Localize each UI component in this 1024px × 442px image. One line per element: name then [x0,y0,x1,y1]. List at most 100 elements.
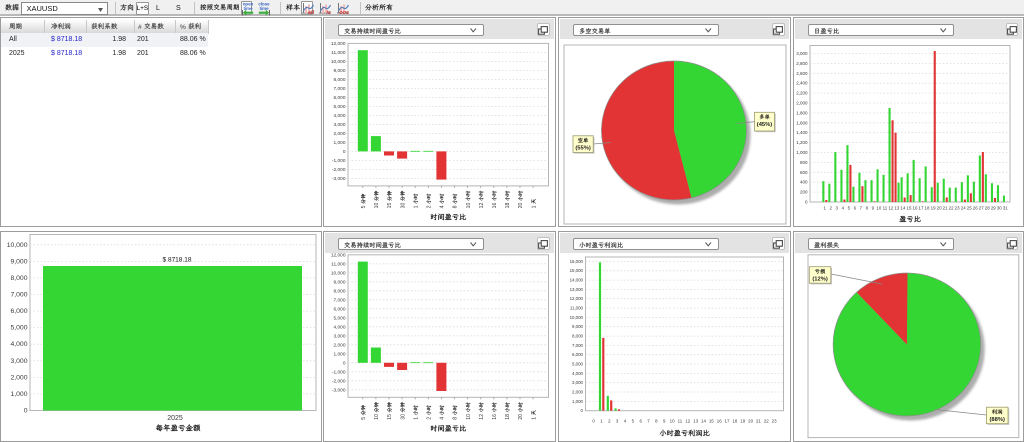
svg-text:close: close [258,2,270,7]
svg-text:8,000: 8,000 [572,334,584,339]
svg-text:6: 6 [639,419,642,424]
svg-text:1: 1 [600,419,603,424]
svg-text:7,000: 7,000 [333,297,345,303]
svg-text:20: 20 [518,203,524,209]
svg-text:0: 0 [592,419,595,424]
svg-text:(55%): (55%) [575,146,591,152]
svg-text:800: 800 [800,160,808,165]
svg-text:4,000: 4,000 [572,371,584,376]
svg-text:16,000: 16,000 [570,259,584,264]
svg-text:28: 28 [985,206,990,211]
svg-text:5: 5 [361,417,367,420]
svg-text:12,000: 12,000 [570,296,584,301]
svg-text:6,000: 6,000 [333,306,345,312]
svg-text:11,000: 11,000 [331,50,346,56]
svg-text:11: 11 [883,206,888,211]
svg-text:10: 10 [876,206,881,211]
svg-text:2: 2 [608,419,611,424]
svg-text:23: 23 [955,206,960,211]
svg-text:14,000: 14,000 [570,278,584,283]
svg-text:3: 3 [835,206,838,211]
svg-text:10,000: 10,000 [330,59,345,65]
svg-text:6: 6 [854,206,857,211]
svg-text:30: 30 [997,206,1002,211]
svg-text:1,400: 1,400 [796,130,808,135]
svg-text:19: 19 [740,419,745,424]
svg-text:4,000: 4,000 [333,324,345,330]
svg-text:26: 26 [973,206,978,211]
svg-text:8: 8 [452,417,458,420]
svg-text:1: 1 [531,205,537,208]
svg-text:10,000: 10,000 [570,315,584,320]
svg-text:10: 10 [465,414,471,420]
svg-text:10: 10 [374,414,380,420]
svg-text:2,000: 2,000 [333,131,345,137]
svg-text:20: 20 [748,419,753,424]
svg-text:8: 8 [452,205,458,208]
svg-text:oos: oos [339,9,349,14]
svg-text:9: 9 [663,419,666,424]
svg-text:10,000: 10,000 [7,242,28,249]
svg-text:7,000: 7,000 [10,292,27,299]
svg-text:400: 400 [800,180,808,185]
svg-text:1,000: 1,000 [333,351,345,357]
svg-text:(45%): (45%) [757,122,773,128]
svg-text:4: 4 [439,205,445,208]
svg-text:4: 4 [842,206,845,211]
svg-text:-3,000: -3,000 [331,176,345,182]
svg-text:12: 12 [888,206,893,211]
svg-text:9: 9 [872,206,875,211]
svg-text:20: 20 [518,414,524,420]
svg-text:0: 0 [581,408,584,413]
svg-text:16: 16 [492,203,498,209]
svg-text:1: 1 [531,417,537,420]
svg-text:7: 7 [647,419,650,424]
svg-text:14: 14 [701,419,706,424]
svg-text:5,000: 5,000 [333,315,345,321]
svg-text:(12%): (12%) [812,277,828,283]
svg-text:27: 27 [979,206,984,211]
svg-text:21: 21 [756,419,761,424]
svg-text:4: 4 [439,417,445,420]
svg-text:(88%): (88%) [989,417,1005,423]
svg-text:30: 30 [400,414,406,420]
svg-text:1: 1 [823,206,826,211]
svg-text:200: 200 [800,190,808,195]
svg-text:16: 16 [492,414,498,420]
svg-text:15: 15 [387,203,393,209]
svg-text:13,000: 13,000 [570,287,584,292]
svg-text:9,000: 9,000 [10,258,27,265]
svg-text:9,000: 9,000 [572,324,584,329]
svg-text:12: 12 [478,203,484,209]
svg-text:6,000: 6,000 [333,95,345,101]
svg-text:23: 23 [772,419,777,424]
svg-text:12,000: 12,000 [330,41,345,47]
svg-text:1,000: 1,000 [572,399,584,404]
svg-text:3,000: 3,000 [572,380,584,385]
svg-text:5: 5 [848,206,851,211]
svg-text:5: 5 [361,205,367,208]
svg-text:8: 8 [655,419,658,424]
svg-text:7,000: 7,000 [333,86,345,92]
svg-text:16: 16 [913,206,918,211]
svg-text:8: 8 [866,206,869,211]
svg-text:18: 18 [925,206,930,211]
svg-text:2,600: 2,600 [796,71,808,76]
svg-text:22: 22 [764,419,769,424]
svg-text:10: 10 [465,203,471,209]
svg-text:8,000: 8,000 [333,288,345,294]
svg-text:-1,000: -1,000 [331,158,345,164]
svg-text:11: 11 [678,419,683,424]
svg-text:3,000: 3,000 [796,51,808,56]
svg-text:10: 10 [670,419,675,424]
svg-text:18: 18 [505,203,511,209]
svg-text:15: 15 [907,206,912,211]
svg-text:9,000: 9,000 [333,279,345,285]
svg-text:17: 17 [919,206,924,211]
svg-text:2,800: 2,800 [796,61,808,66]
svg-text:15: 15 [709,419,714,424]
svg-text:2,000: 2,000 [572,390,584,395]
svg-text:0: 0 [805,200,808,205]
svg-text:10,000: 10,000 [330,270,345,276]
svg-text:-1,000: -1,000 [331,369,345,375]
